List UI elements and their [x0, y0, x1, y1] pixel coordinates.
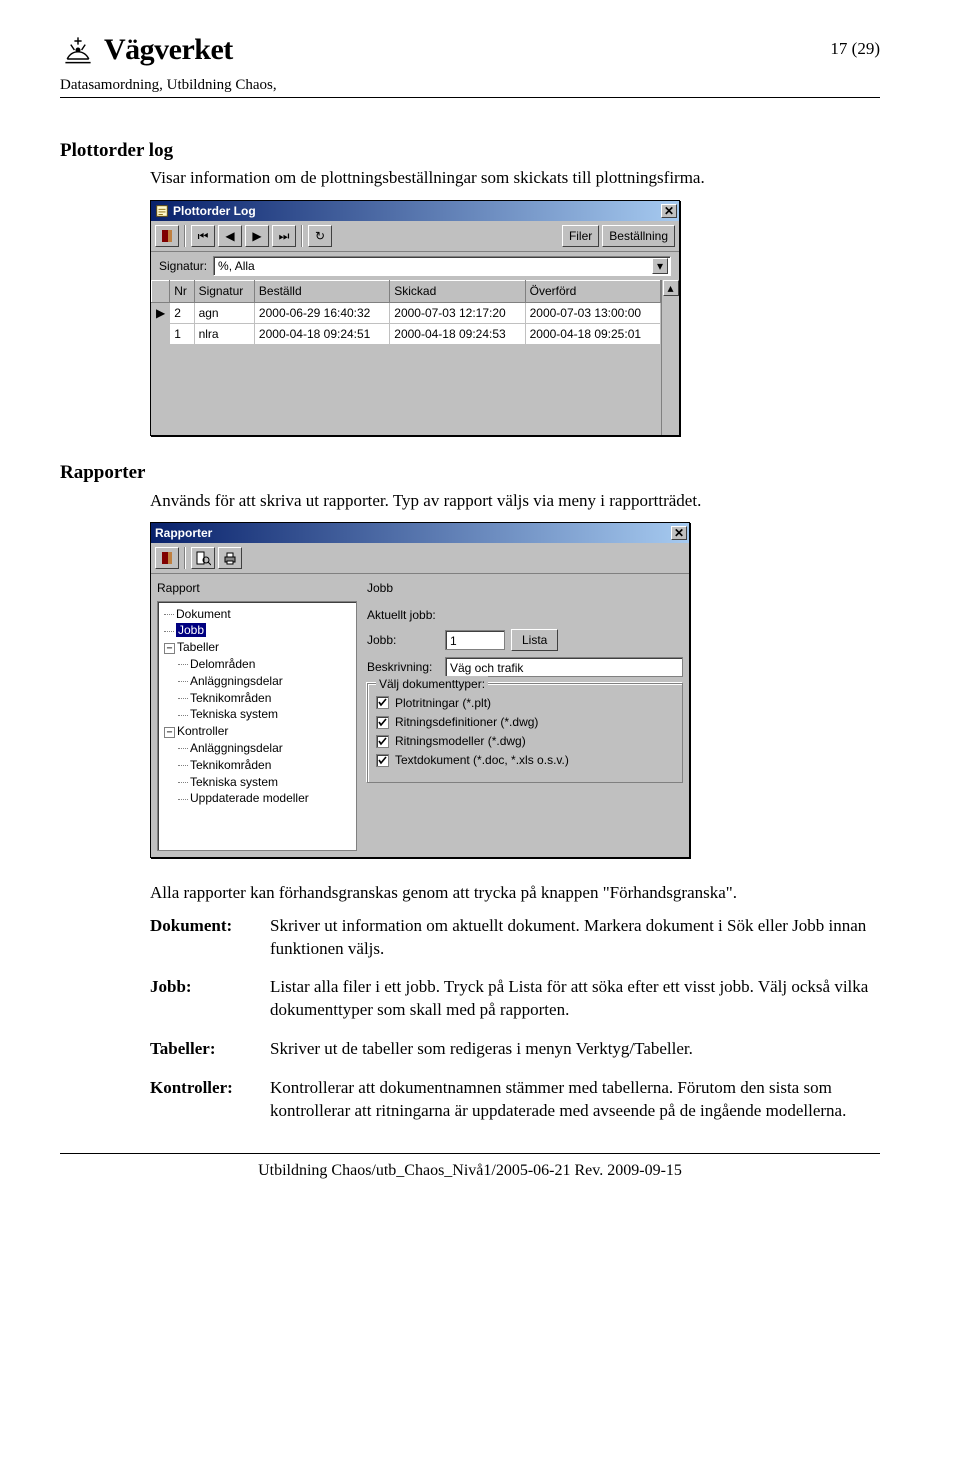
group-title: Välj dokumenttyper: [376, 676, 488, 692]
col-marker [152, 281, 170, 302]
section-title-plottorder: Plottorder log [60, 138, 880, 164]
checkbox-icon[interactable] [376, 735, 389, 748]
close-button[interactable]: ✕ [661, 204, 677, 218]
checkbox-row[interactable]: Plotritningar (*.plt) [376, 695, 674, 711]
tree-item[interactable]: Teknikområden [178, 757, 352, 774]
checkbox-row[interactable]: Textdokument (*.doc, *.xls o.s.v.) [376, 752, 674, 768]
scroll-up-icon[interactable]: ▴ [663, 280, 679, 296]
aktuellt-jobb-label: Aktuellt jobb: [367, 607, 683, 623]
dokumenttyper-group: Välj dokumenttyper: Plotritningar (*.plt… [367, 683, 683, 783]
collapse-icon[interactable]: − [164, 727, 175, 738]
para-forhandsgranska: Alla rapporter kan förhandsgranskas geno… [150, 882, 880, 905]
filer-button[interactable]: Filer [562, 225, 599, 247]
last-button[interactable]: ⏭ [272, 225, 296, 247]
lista-button[interactable]: Lista [511, 629, 558, 651]
subheader: Datasamordning, Utbildning Chaos, [60, 75, 880, 95]
tree-item-selected[interactable]: Jobb [164, 622, 352, 639]
checkbox-icon[interactable] [376, 754, 389, 767]
close-button[interactable]: ✕ [671, 526, 687, 540]
app-icon [155, 204, 169, 218]
jobb-col-label: Jobb [367, 580, 683, 596]
divider [60, 97, 880, 98]
bestallning-button[interactable]: Beställning [602, 225, 675, 247]
def-term-jobb: Jobb: [150, 976, 270, 1022]
tree-item[interactable]: Teknikområden [178, 690, 352, 707]
window-title: Rapporter [155, 525, 671, 541]
first-button[interactable]: ⏮ [191, 225, 215, 247]
checkbox-icon[interactable] [376, 696, 389, 709]
def-term-dokument: Dokument: [150, 915, 270, 961]
logo-text: Vägverket [104, 30, 233, 71]
col-skickad: Skickad [390, 281, 525, 302]
def-desc-dokument: Skriver ut information om aktuellt dokum… [270, 915, 880, 961]
preview-button[interactable] [191, 547, 215, 569]
def-desc-jobb: Listar alla filer i ett jobb. Tryck på L… [270, 976, 880, 1022]
logo: Vägverket [60, 30, 233, 71]
def-term-tabeller: Tabeller: [150, 1038, 270, 1061]
window-title: Plottorder Log [173, 203, 661, 219]
rapporter-text: Används för att skriva ut rapporter. Typ… [150, 490, 880, 513]
titlebar: Rapporter ✕ [151, 523, 689, 543]
prev-button[interactable]: ◀ [218, 225, 242, 247]
rapporter-window: Rapporter ✕ Rapport Dokument Jobb [150, 522, 690, 857]
toolbar: ⏮ ◀ ▶ ⏭ ↻ Filer Beställning [151, 221, 679, 252]
tree-item[interactable]: Tekniska system [178, 706, 352, 723]
exit-button[interactable] [155, 225, 179, 247]
def-desc-kontroller: Kontrollerar att dokumentnamnen stämmer … [270, 1077, 880, 1123]
rapport-col-label: Rapport [157, 580, 357, 596]
tree-item[interactable]: Uppdaterade modeller [178, 790, 352, 807]
refresh-button[interactable]: ↻ [308, 225, 332, 247]
tree-item[interactable]: Delområden [178, 656, 352, 673]
plottorder-text: Visar information om de plottningsbestäl… [150, 167, 880, 190]
footer-text: Utbildning Chaos/utb_Chaos_Nivå1/2005-06… [60, 1160, 880, 1182]
tree-item[interactable]: −Tabeller Delområden Anläggningsdelar Te… [164, 639, 352, 723]
def-term-kontroller: Kontroller: [150, 1077, 270, 1123]
table-row[interactable]: ▶ 2 agn 2000-06-29 16:40:32 2000-07-03 1… [152, 302, 661, 323]
section-title-rapporter: Rapporter [60, 460, 880, 486]
col-overford: Överförd [525, 281, 660, 302]
beskrivning-input[interactable]: Väg och trafik [445, 657, 683, 677]
def-desc-tabeller: Skriver ut de tabeller som redigeras i m… [270, 1038, 880, 1061]
tree-item[interactable]: Dokument [164, 606, 352, 623]
tree-item[interactable]: Anläggningsdelar [178, 673, 352, 690]
beskrivning-label: Beskrivning: [367, 659, 439, 675]
checkbox-row[interactable]: Ritningsdefinitioner (*.dwg) [376, 714, 674, 730]
signatur-value: %, Alla [218, 258, 255, 274]
next-button[interactable]: ▶ [245, 225, 269, 247]
tree-item[interactable]: −Kontroller Anläggningsdelar Teknikområd… [164, 723, 352, 807]
col-signatur: Signatur [194, 281, 254, 302]
collapse-icon[interactable]: − [164, 643, 175, 654]
crown-icon [60, 32, 96, 68]
checkbox-row[interactable]: Ritningsmodeller (*.dwg) [376, 733, 674, 749]
signatur-label: Signatur: [159, 258, 207, 274]
titlebar: Plottorder Log ✕ [151, 201, 679, 221]
scrollbar[interactable]: ▴ [661, 280, 679, 435]
report-tree[interactable]: Dokument Jobb −Tabeller Delområden Anläg… [157, 601, 357, 851]
col-nr: Nr [170, 281, 194, 302]
footer-divider [60, 1153, 880, 1154]
print-button[interactable] [218, 547, 242, 569]
table-row[interactable]: 1 nlra 2000-04-18 09:24:51 2000-04-18 09… [152, 323, 661, 344]
tree-item[interactable]: Tekniska system [178, 774, 352, 791]
blank-area [151, 345, 661, 435]
signatur-combo[interactable]: %, Alla ▾ [213, 256, 671, 276]
checkbox-icon[interactable] [376, 716, 389, 729]
plottorder-table: Nr Signatur Beställd Skickad Överförd ▶ … [151, 280, 661, 345]
page-number: 17 (29) [830, 30, 880, 61]
jobb-label: Jobb: [367, 632, 439, 648]
plottorder-log-window: Plottorder Log ✕ ⏮ ◀ ▶ ⏭ ↻ Filer Beställ… [150, 200, 680, 436]
exit-button[interactable] [155, 547, 179, 569]
chevron-down-icon[interactable]: ▾ [652, 258, 668, 274]
tree-item[interactable]: Anläggningsdelar [178, 740, 352, 757]
jobb-input[interactable]: 1 [445, 630, 505, 650]
col-bestalld: Beställd [254, 281, 389, 302]
